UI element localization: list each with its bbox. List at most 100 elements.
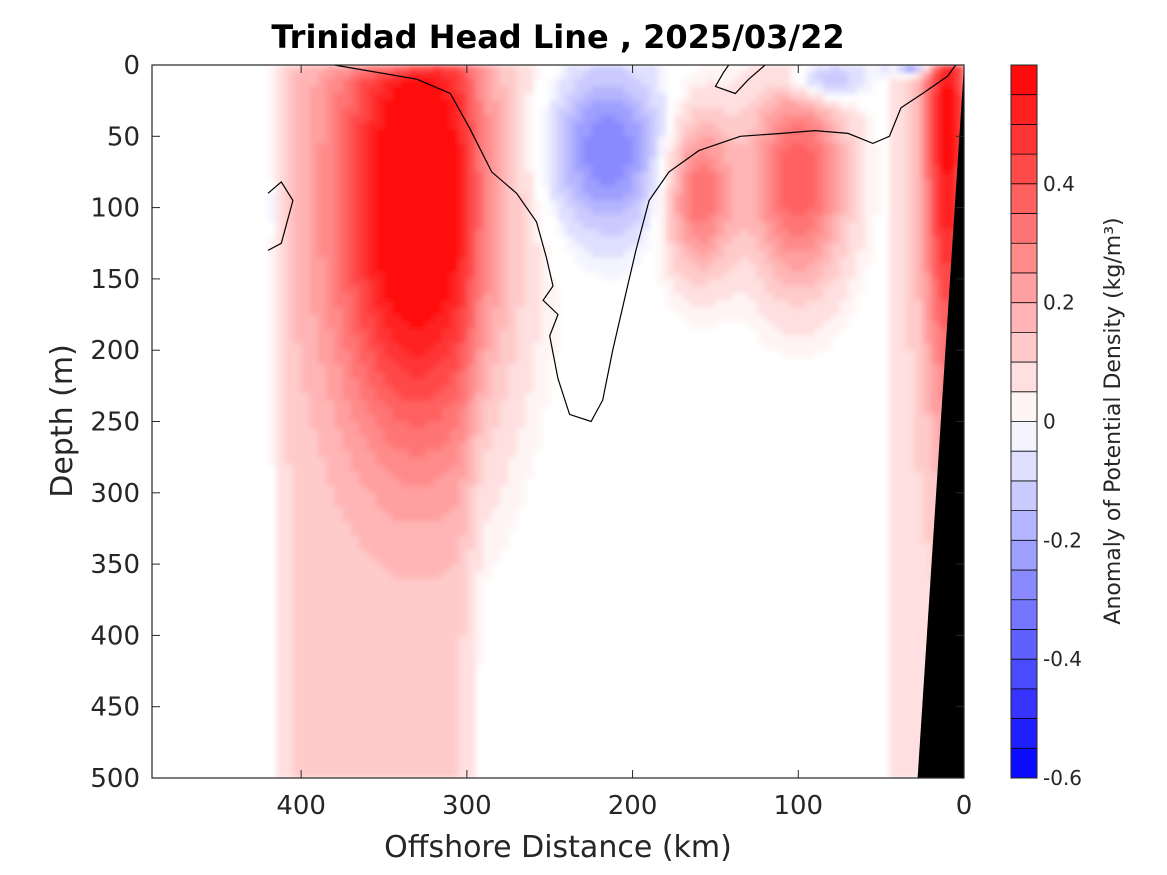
- anomaly-cell: [309, 350, 319, 358]
- anomaly-cell: [392, 307, 402, 316]
- anomaly-cell: [359, 300, 368, 308]
- anomaly-cell: [930, 378, 940, 387]
- anomaly-cell: [524, 471, 534, 480]
- anomaly-cell: [599, 171, 609, 180]
- anomaly-cell: [508, 357, 518, 365]
- anomaly-cell: [549, 164, 559, 173]
- anomaly-cell: [831, 264, 841, 273]
- anomaly-cell: [524, 457, 534, 465]
- anomaly-cell: [922, 200, 932, 209]
- anomaly-cell: [607, 250, 617, 259]
- anomaly-cell: [301, 592, 310, 601]
- anomaly-cell: [707, 207, 716, 216]
- anomaly-cell: [889, 250, 899, 259]
- anomaly-cell: [914, 257, 924, 266]
- anomaly-cell: [781, 321, 791, 330]
- anomaly-cell: [823, 86, 832, 95]
- anomaly-cell: [450, 129, 460, 137]
- anomaly-cell: [367, 728, 377, 736]
- anomaly-cell: [392, 100, 402, 109]
- anomaly-cell: [549, 122, 559, 130]
- anomaly-cell: [350, 564, 360, 572]
- anomaly-cell: [897, 293, 907, 301]
- anomaly-cell: [317, 378, 327, 387]
- anomaly-cell: [773, 157, 783, 166]
- anomaly-cell: [309, 521, 319, 529]
- anomaly-cell: [723, 114, 733, 123]
- anomaly-cell: [516, 407, 526, 415]
- anomaly-cell: [292, 699, 302, 708]
- anomaly-cell: [616, 72, 625, 80]
- anomaly-cell: [814, 93, 824, 102]
- anomaly-cell: [375, 528, 385, 537]
- anomaly-cell: [359, 606, 368, 615]
- anomaly-cell: [466, 621, 476, 629]
- anomaly-cell: [524, 343, 534, 351]
- anomaly-cell: [425, 521, 435, 529]
- anomaly-cell: [732, 207, 741, 216]
- anomaly-cell: [914, 221, 924, 230]
- anomaly-cell: [897, 122, 907, 130]
- anomaly-cell: [906, 528, 915, 537]
- anomaly-cell: [276, 250, 286, 259]
- anomaly-cell: [301, 421, 310, 430]
- anomaly-cell: [284, 464, 294, 472]
- anomaly-cell: [375, 692, 385, 701]
- anomaly-cell: [549, 179, 559, 187]
- anomaly-cell: [524, 214, 534, 223]
- anomaly-cell: [292, 478, 302, 487]
- anomaly-cell: [897, 243, 907, 251]
- anomaly-cell: [408, 65, 418, 73]
- anomaly-cell: [814, 79, 824, 87]
- anomaly-cell: [823, 186, 832, 194]
- anomaly-cell: [765, 264, 774, 273]
- anomaly-cell: [798, 186, 808, 194]
- anomaly-cell: [317, 649, 327, 658]
- anomaly-cell: [930, 364, 940, 373]
- anomaly-cell: [342, 713, 352, 722]
- anomaly-cell: [657, 207, 667, 216]
- anomaly-cell: [367, 65, 377, 73]
- anomaly-cell: [773, 271, 783, 280]
- anomaly-cell: [566, 164, 576, 173]
- anomaly-cell: [408, 606, 418, 615]
- anomaly-cell: [450, 300, 460, 308]
- anomaly-cell: [806, 114, 816, 123]
- anomaly-cell: [326, 407, 335, 415]
- anomaly-cell: [864, 207, 874, 216]
- anomaly-cell: [897, 685, 907, 693]
- anomaly-cell: [491, 371, 501, 380]
- anomaly-cell: [417, 321, 426, 330]
- anomaly-cell: [384, 214, 393, 223]
- anomaly-cell: [442, 385, 451, 394]
- anomaly-cell: [856, 236, 866, 244]
- anomaly-cell: [897, 257, 907, 266]
- anomaly-cell: [417, 229, 426, 237]
- anomaly-cell: [616, 79, 625, 87]
- anomaly-cell: [698, 257, 708, 266]
- anomaly-cell: [856, 150, 866, 159]
- anomaly-cell: [533, 293, 542, 301]
- anomaly-cell: [276, 286, 286, 294]
- anomaly-cell: [748, 243, 758, 251]
- anomaly-cell: [367, 663, 377, 672]
- anomaly-cell: [897, 86, 907, 95]
- anomaly-cell: [276, 564, 286, 572]
- anomaly-cell: [839, 264, 849, 273]
- anomaly-cell: [748, 136, 758, 144]
- anomaly-cell: [375, 307, 385, 316]
- anomaly-cell: [930, 79, 940, 87]
- anomaly-cell: [616, 207, 625, 216]
- anomaly-cell: [906, 136, 915, 144]
- anomaly-cell: [400, 663, 410, 672]
- anomaly-cell: [756, 79, 766, 87]
- anomaly-cell: [284, 692, 294, 701]
- anomaly-cell: [466, 421, 476, 430]
- anomaly-cell: [466, 414, 476, 423]
- anomaly-cell: [342, 328, 352, 337]
- anomaly-cell: [309, 364, 319, 373]
- anomaly-cell: [740, 278, 750, 287]
- anomaly-cell: [897, 307, 907, 316]
- anomaly-cell: [350, 307, 360, 316]
- anomaly-cell: [939, 150, 948, 159]
